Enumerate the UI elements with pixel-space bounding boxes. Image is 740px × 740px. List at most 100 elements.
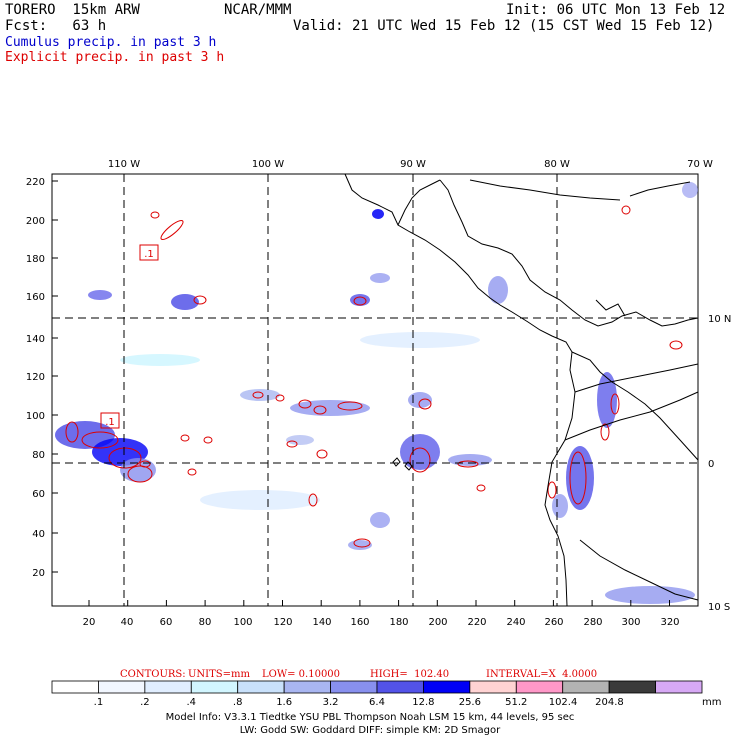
x-tick-label: 280 (583, 617, 602, 628)
y-tick-label: 40 (32, 529, 45, 540)
y-tick-label: 20 (32, 568, 45, 579)
lon-label: 90 W (400, 159, 426, 170)
x-tick-label: 80 (199, 617, 212, 628)
contour (600, 423, 610, 441)
x-tick-label: 200 (428, 617, 447, 628)
cuba-coast (469, 179, 621, 201)
contour (81, 431, 119, 449)
color-bar-swatch (51, 680, 99, 694)
contours-high: HIGH= 102.40 (370, 669, 450, 680)
value-box (139, 244, 159, 261)
color-bar-swatch (330, 680, 378, 694)
shade-area (597, 372, 617, 428)
color-bar-swatch (469, 680, 517, 694)
shade-area (240, 389, 280, 401)
contour (621, 205, 631, 215)
andes-line (571, 351, 699, 461)
contour (180, 434, 190, 442)
x-tick-label: 100 (233, 617, 252, 628)
y-tick-labels: 220 200 180 160 140 120 100 80 60 40 20 (26, 177, 45, 579)
valid-time: Valid: 21 UTC Wed 15 Feb 12 (15 CST Wed … (293, 18, 715, 34)
color-bar-swatch (608, 680, 656, 694)
latlon-grid (52, 174, 698, 606)
color-bar-swatch (283, 680, 331, 694)
contour (187, 468, 197, 476)
color-bar-swatch (423, 680, 471, 694)
contour (108, 447, 142, 469)
border-line (564, 391, 699, 441)
contour (160, 219, 184, 241)
galapagos-island (392, 457, 401, 467)
lat-label: 10 S (708, 602, 730, 613)
shade-area (408, 392, 432, 408)
color-bar-label: 3.2 (322, 697, 339, 708)
y-tick-label: 220 (26, 177, 45, 188)
cumulus-legend: Cumulus precip. in past 3 h (5, 35, 217, 50)
shade-area (120, 354, 200, 366)
x-tick-label: 240 (506, 617, 525, 628)
lon-label: 70 W (687, 159, 713, 170)
physics-info: LW: Godd SW: Goddard DIFF: simple KM: 2D… (239, 725, 501, 736)
shade-area (682, 182, 698, 198)
y-tick-label: 60 (32, 489, 45, 500)
color-bar-swatch (515, 680, 564, 694)
x-tick-label: 160 (350, 617, 369, 628)
border-line (574, 363, 699, 393)
color-bar-swatch (655, 680, 703, 694)
shade-area (200, 490, 320, 510)
explicit-legend: Explicit precip. in past 3 h (5, 50, 225, 65)
contour (353, 296, 367, 306)
lon-label: 100 W (252, 159, 284, 170)
x-tick-label: 320 (660, 617, 679, 628)
color-bar-label: .4 (186, 697, 197, 708)
cumulus-shading (55, 182, 698, 604)
hispaniola-coast (629, 181, 691, 197)
shade-area (370, 273, 390, 283)
forecast-hour: Fcst: 63 h (5, 18, 107, 34)
shade-area (171, 294, 199, 310)
contour (337, 401, 363, 411)
color-bar-swatch (376, 680, 424, 694)
shade-area (488, 276, 508, 304)
x-tick-label: 20 (83, 617, 96, 628)
color-bar-swatch (98, 680, 146, 694)
x-tick-label: 220 (467, 617, 486, 628)
color-bar-swatch (562, 680, 610, 694)
model-info: Model Info: V3.3.1 Tiedtke YSU PBL Thomp… (165, 712, 575, 723)
caribbean-coast (439, 179, 699, 327)
org-label: NCAR/MMM (224, 2, 292, 18)
contours-interval: INTERVAL=X 4.0000 (486, 669, 598, 680)
x-tick-labels: 20 40 60 80 100 120 140 160 180 200 220 … (83, 617, 680, 628)
contour (569, 451, 587, 505)
contour (150, 211, 160, 219)
init-time: Init: 06 UTC Mon 13 Feb 12 (506, 2, 726, 18)
contour (418, 398, 432, 410)
contour (252, 391, 264, 399)
color-bar (51, 680, 703, 694)
x-tick-label: 180 (389, 617, 408, 628)
x-tick-label: 60 (160, 617, 173, 628)
y-tick-label: 200 (26, 216, 45, 227)
map-frame (51, 173, 699, 607)
color-bar-label: .8 (232, 697, 243, 708)
contour (409, 447, 431, 473)
color-bar-unit: mm (702, 697, 722, 708)
shade-area (350, 294, 370, 306)
contours-low: LOW= 0.10000 (262, 669, 341, 680)
explicit-contours (65, 205, 683, 548)
model-title: TORERO 15km ARW (5, 2, 140, 18)
contour (275, 394, 285, 402)
contour (353, 538, 371, 548)
shade-area (360, 332, 480, 348)
axis-ticks (52, 180, 670, 606)
x-tick-label: 300 (621, 617, 640, 628)
color-bar-label: .1 (93, 697, 104, 708)
color-bar-swatch (144, 680, 192, 694)
x-tick-label: 40 (121, 617, 134, 628)
contours-units: UNITS=mm (188, 669, 250, 680)
contour (547, 481, 557, 499)
shade-area (290, 400, 370, 416)
lat-label: 0 (708, 459, 714, 470)
color-bar-label: 25.6 (458, 697, 481, 708)
